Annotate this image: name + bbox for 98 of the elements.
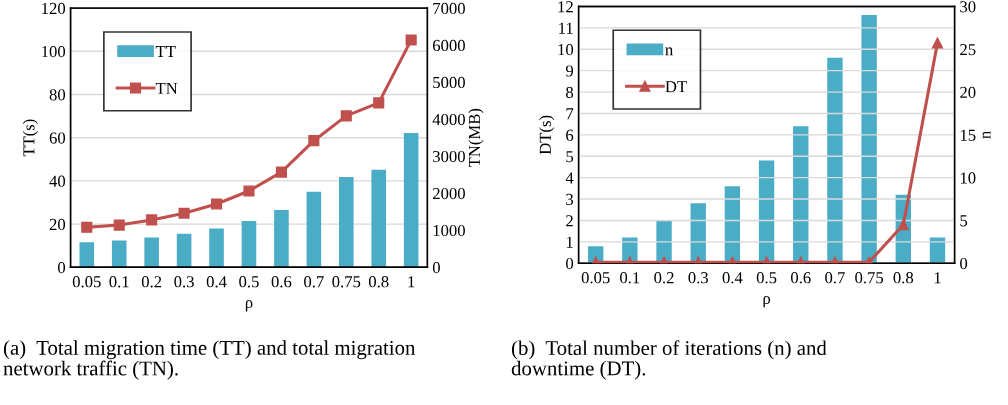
y-tick-label: 10 bbox=[558, 43, 574, 56]
y2-tick-label: 4000 bbox=[432, 113, 465, 126]
y-tick-label: 5 bbox=[566, 151, 574, 163]
x-tick-label: 0.8 bbox=[368, 276, 389, 288]
bar bbox=[656, 220, 672, 264]
point bbox=[308, 135, 320, 147]
point bbox=[146, 214, 158, 226]
y-tick-label: 80 bbox=[49, 89, 66, 101]
y2-tick-label: 3000 bbox=[433, 150, 465, 163]
x-tick-label: 0.7 bbox=[825, 272, 845, 284]
bar bbox=[144, 237, 159, 268]
y2-tick-label: 7000 bbox=[433, 2, 465, 15]
x-tick-label: 0.75 bbox=[332, 276, 361, 288]
point bbox=[178, 207, 190, 219]
legend-label: TN bbox=[155, 82, 178, 94]
y-tick-label: 9 bbox=[565, 65, 574, 77]
y-tick-label: 2 bbox=[566, 215, 573, 227]
bar bbox=[861, 15, 877, 264]
y2-tick-label: 15 bbox=[960, 129, 976, 141]
y-tick-label: 11 bbox=[559, 22, 573, 34]
y-tick-label: 20 bbox=[49, 218, 66, 231]
y2-tick-label: 0 bbox=[960, 257, 968, 270]
x-tick-label: 0.05 bbox=[581, 272, 610, 284]
bar bbox=[111, 240, 127, 268]
legend-label: TT bbox=[155, 46, 176, 57]
point bbox=[373, 97, 385, 109]
x-tick-label: 0.8 bbox=[893, 272, 914, 284]
y2-tick-label: 6000 bbox=[432, 39, 465, 52]
y-tick-label: 8 bbox=[566, 86, 574, 99]
y-tick-label: 6 bbox=[566, 129, 574, 141]
y-tick-label: 7 bbox=[566, 108, 574, 120]
x-tick-label: 0.2 bbox=[654, 272, 674, 284]
y-tick-label: 40 bbox=[49, 175, 66, 187]
y-tick-label: 100 bbox=[42, 46, 66, 58]
y2-tick-label: 2000 bbox=[432, 187, 465, 200]
x-tick-label: 0.6 bbox=[790, 272, 811, 284]
bar bbox=[827, 57, 843, 264]
bar bbox=[793, 126, 809, 264]
y2-tick-label: 20 bbox=[960, 86, 976, 99]
bar bbox=[79, 242, 95, 268]
y-axis-title: TT(s) bbox=[22, 119, 38, 157]
y2-axis-title: TN(MB) bbox=[468, 108, 484, 168]
y2-tick-label: 30 bbox=[960, 1, 976, 13]
y2-tick-label: 10 bbox=[960, 172, 976, 184]
legend-label: n bbox=[665, 47, 673, 56]
y-tick-label: 12 bbox=[558, 1, 573, 13]
x-tick-label: 0.75 bbox=[855, 272, 884, 284]
point bbox=[243, 185, 255, 197]
bar bbox=[371, 169, 387, 268]
x-tick-label: 0.3 bbox=[688, 272, 708, 284]
point bbox=[275, 166, 287, 178]
bar bbox=[403, 132, 419, 268]
x-tick-label: 0.4 bbox=[206, 276, 227, 288]
bar bbox=[176, 233, 192, 268]
bar bbox=[724, 186, 741, 264]
x-tick-label: 0.5 bbox=[756, 272, 777, 284]
text: (b) Total number of iterations (n) and downtime (DT). bbox=[511, 340, 827, 380]
y2-tick-label: 5000 bbox=[433, 76, 465, 89]
point bbox=[113, 219, 125, 231]
x-tick-label: 0.3 bbox=[174, 276, 194, 288]
y-axis-title: DT(s) bbox=[539, 115, 555, 155]
y-tick-label: 0 bbox=[58, 262, 66, 274]
y-tick-label: 3 bbox=[566, 193, 574, 205]
x-tick-label: 1 bbox=[408, 276, 415, 288]
x-tick-label: 0.1 bbox=[109, 276, 129, 288]
x-tick-label: 0.05 bbox=[72, 276, 101, 288]
point bbox=[81, 221, 93, 233]
point bbox=[340, 110, 352, 122]
x-axis-title: ρ bbox=[245, 300, 253, 312]
legend-label: DT bbox=[665, 81, 687, 93]
y-tick-label: 60 bbox=[49, 132, 66, 144]
y2-tick-label: 25 bbox=[960, 44, 976, 56]
y-tick-label: 1 bbox=[566, 236, 573, 248]
bar bbox=[338, 177, 354, 268]
y2-tick-label: 0 bbox=[432, 262, 440, 274]
bar bbox=[690, 203, 706, 264]
x-axis-title: ρ bbox=[763, 296, 771, 308]
bar bbox=[758, 160, 775, 264]
x-tick-label: 1 bbox=[934, 272, 941, 284]
x-tick-label: 0.6 bbox=[271, 276, 292, 288]
point bbox=[405, 34, 417, 46]
text: (a) Total migration time (TT) and total migration network traffic (TN). bbox=[3, 340, 416, 380]
x-tick-label: 0.2 bbox=[141, 276, 162, 288]
x-tick-label: 0.5 bbox=[239, 276, 259, 288]
bar bbox=[274, 210, 289, 268]
y-tick-label: 120 bbox=[42, 2, 66, 15]
bar bbox=[306, 191, 322, 268]
x-tick-label: 0.7 bbox=[304, 276, 324, 288]
y-tick-label: 4 bbox=[565, 172, 574, 184]
x-tick-label: 0.4 bbox=[722, 272, 743, 284]
y2-axis-title: n bbox=[982, 130, 991, 139]
y-tick-label: 0 bbox=[566, 257, 574, 270]
point bbox=[210, 198, 223, 210]
x-tick-label: 0.1 bbox=[620, 272, 640, 284]
y2-tick-label: 5 bbox=[960, 215, 968, 227]
bar bbox=[209, 228, 224, 268]
bar bbox=[241, 221, 257, 268]
y2-tick-label: 1000 bbox=[433, 224, 465, 237]
